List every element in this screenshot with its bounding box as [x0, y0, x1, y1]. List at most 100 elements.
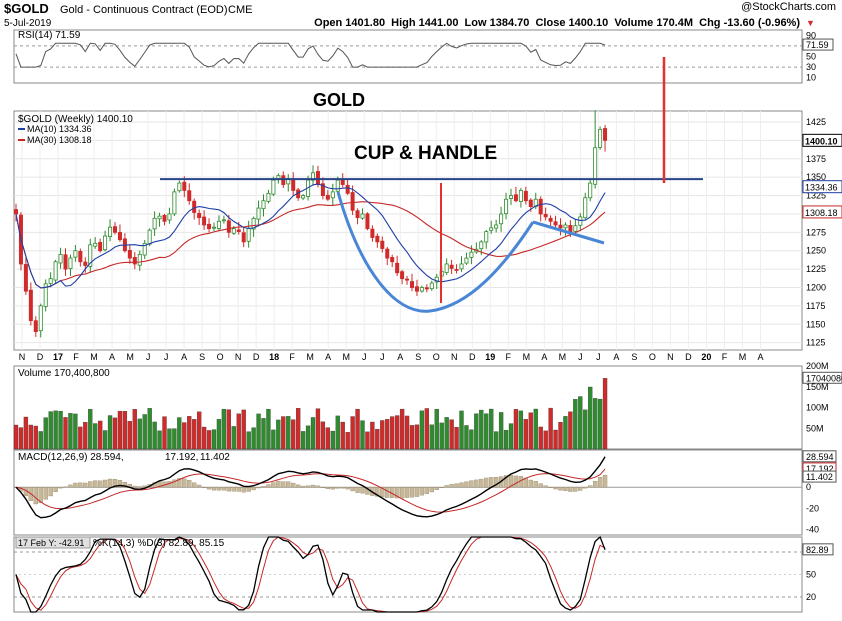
volume-bar [375, 429, 380, 450]
price-tick-label: 1150 [806, 319, 825, 329]
volume-bar [117, 410, 123, 450]
hover-tooltip-label: 17 Feb Y: -42.91 [18, 538, 84, 548]
price-candle [93, 242, 98, 247]
volume-bar [335, 415, 340, 450]
x-tick-label: N [667, 352, 674, 362]
x-tick-label: M [306, 352, 314, 362]
macd-histogram-bar [142, 485, 147, 488]
x-tick-label: A [181, 352, 187, 362]
price-candle [499, 213, 504, 225]
macd-histogram-bar [380, 487, 385, 498]
macd-histogram-bar [102, 479, 108, 488]
macd-histogram-bar [573, 487, 578, 492]
x-tick-label: D [685, 352, 692, 362]
macd-histogram-bar [533, 481, 538, 488]
volume-bar [503, 430, 509, 450]
price-candle [479, 241, 484, 250]
volume-bar [533, 408, 538, 450]
volume-bar [365, 431, 370, 450]
price-candle [157, 215, 162, 220]
x-tick-label: F [506, 352, 512, 362]
price-candle [568, 225, 573, 233]
pattern-annotation: CUP & HANDLE [354, 143, 497, 164]
macd-histogram-bar [305, 485, 311, 488]
volume-bar [261, 418, 266, 450]
macd-histogram-bar [439, 487, 444, 488]
price-candle [603, 128, 608, 141]
price-candle [513, 194, 518, 202]
volume-bar [578, 396, 583, 450]
volume-bar [350, 416, 355, 450]
volume-bar [459, 410, 464, 450]
x-tick-label: M [739, 352, 747, 362]
macd-tick-label: 11.402 [806, 472, 833, 482]
macd-histogram-bar [63, 486, 68, 488]
price-candle [28, 289, 33, 321]
macd-histogram-bar [350, 487, 355, 492]
price-candle [335, 179, 340, 192]
macd-histogram-bar [182, 478, 187, 488]
volume-bar [48, 411, 53, 450]
macd-histogram-bar [88, 481, 93, 488]
price-value-tag [802, 180, 842, 194]
price-candle [187, 190, 192, 202]
price-candle [113, 226, 118, 233]
price-candle [53, 261, 58, 281]
x-tick-label: J [596, 352, 601, 362]
price-candle [147, 229, 152, 245]
chart-date: 5-Jul-2019 [4, 18, 52, 29]
price-tick-label: 1425 [806, 117, 826, 127]
volume-bar [330, 430, 335, 450]
price-candle [117, 232, 122, 241]
rsi-legend: RSI(14) 71.59 [18, 30, 81, 41]
x-tick-label: M [559, 352, 567, 362]
stochastic-k-line [15, 535, 606, 613]
volume-bar [543, 430, 548, 450]
macd-histogram-bar [394, 487, 400, 499]
volume-bar [102, 430, 108, 450]
price-tick-label: 1125 [806, 338, 825, 348]
macd-histogram-bar [107, 478, 113, 488]
price-candle [355, 210, 360, 219]
volume-bar [251, 427, 256, 450]
price-value-tag-label: 1308.18 [805, 208, 838, 218]
x-tick-label: M [126, 352, 134, 362]
price-candle [593, 147, 598, 185]
macd-histogram-bar [335, 487, 340, 489]
volume-bar [434, 409, 439, 450]
price-candle [315, 171, 320, 185]
x-tick-label: D [469, 352, 476, 362]
volume-bar [385, 419, 390, 450]
hover-tooltip [15, 536, 91, 549]
price-candle [548, 217, 553, 222]
volume-bar [518, 410, 524, 450]
price-candle [221, 219, 226, 222]
price-candle [73, 250, 78, 258]
macd-histogram-bar [330, 487, 335, 490]
volume-bar [320, 421, 326, 450]
macd-histogram-bar [78, 482, 83, 488]
volume-bar [201, 426, 207, 450]
price-candle [573, 225, 578, 232]
price-candle [103, 235, 108, 251]
volume-bar [88, 409, 93, 450]
ohlc-summary: Open 1401.80 High 1441.00 Low 1384.70 Cl… [314, 17, 800, 29]
price-candle [370, 228, 375, 238]
volume-bar [192, 419, 197, 450]
price-candle [38, 305, 43, 332]
price-candle [98, 242, 103, 252]
price-candle [469, 251, 474, 258]
macd-histogram-bar [454, 483, 459, 488]
volume-bar [241, 409, 246, 450]
volume-bar [182, 422, 187, 450]
macd-histogram-bar [122, 481, 128, 488]
volume-bar [63, 417, 68, 450]
price-candle [464, 257, 469, 264]
price-value-tag-label: 1400.10 [805, 136, 838, 146]
price-candle [43, 283, 48, 307]
macd-histogram-bar [399, 487, 405, 499]
macd-histogram-bar [276, 481, 281, 488]
volume-bar [93, 423, 98, 450]
volume-panel: 200M 170400800150M 100M 50M Volume 170,400,8… [13, 361, 842, 450]
macd-histogram-bar [236, 487, 241, 492]
